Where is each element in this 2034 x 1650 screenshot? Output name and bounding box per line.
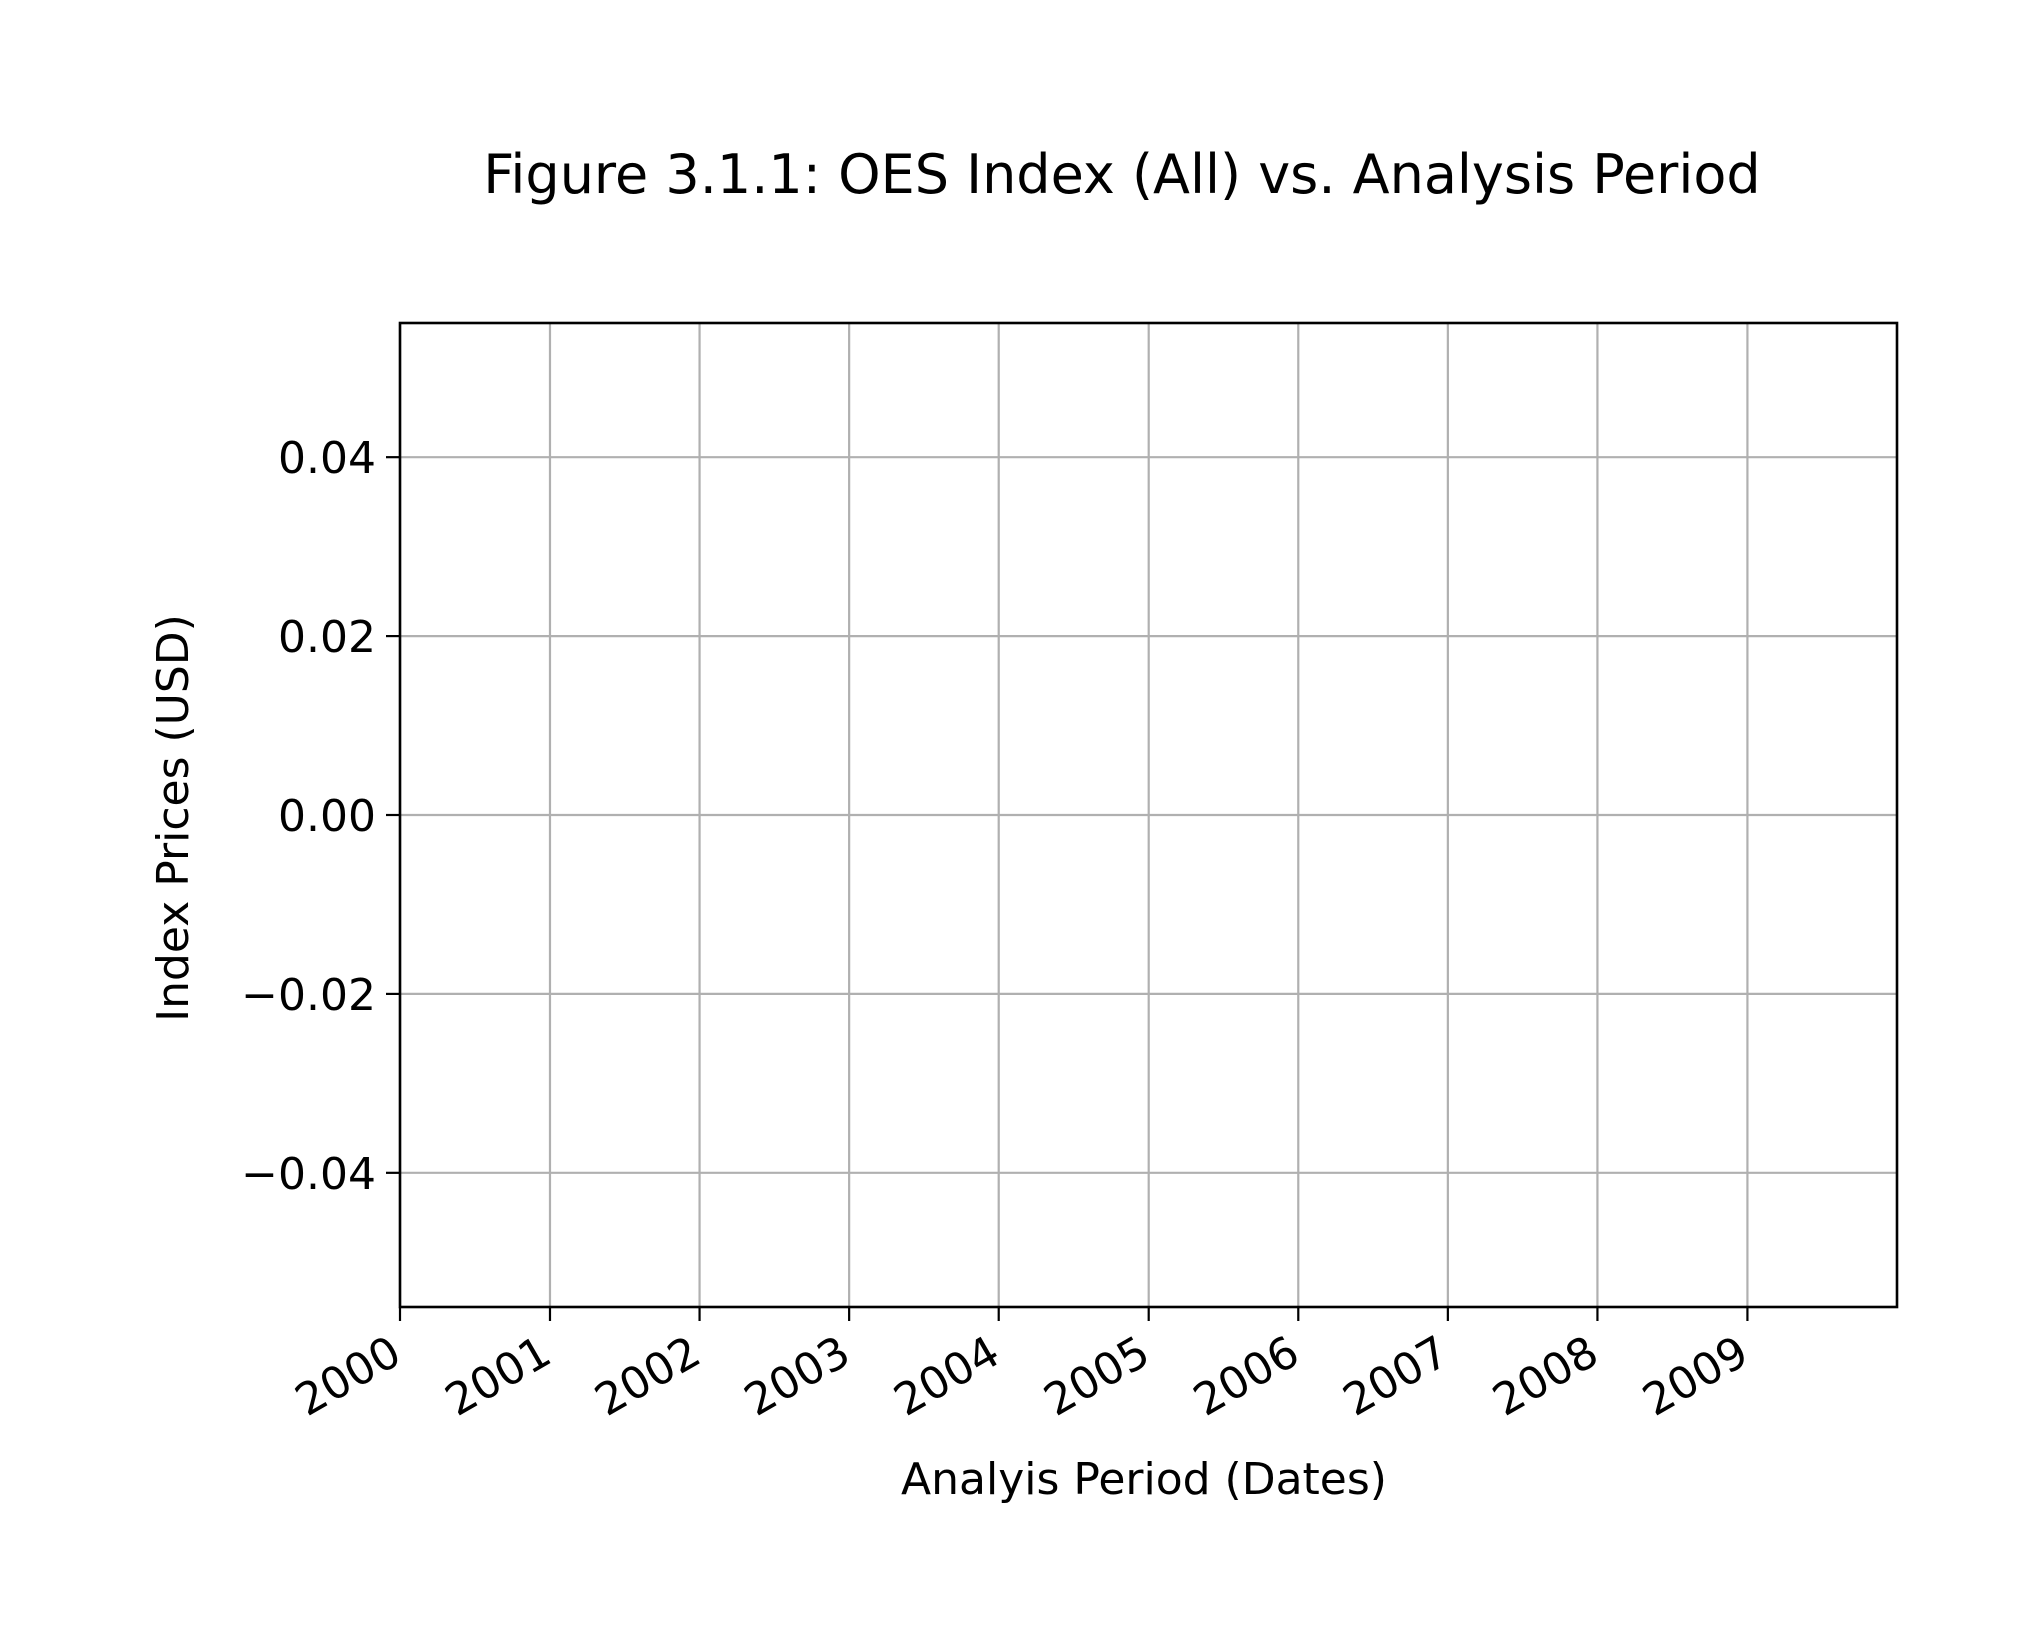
y-tick-label: 0.00 xyxy=(278,791,376,842)
grid xyxy=(398,323,1897,1307)
y-tick-label: 0.04 xyxy=(278,433,376,484)
y-axis: 0.04 0.02 0.00 −0.02 −0.04 xyxy=(241,433,400,1200)
y-tick-label: −0.04 xyxy=(241,1149,376,1200)
x-axis-label: Analyis Period (Dates) xyxy=(901,1454,1387,1505)
y-axis-label: Index Prices (USD) xyxy=(148,614,199,1022)
y-tick-label: 0.02 xyxy=(278,612,376,663)
y-tick-label: −0.02 xyxy=(241,970,376,1021)
chart-title: Figure 3.1.1: OES Index (All) vs. Analys… xyxy=(483,143,1760,206)
